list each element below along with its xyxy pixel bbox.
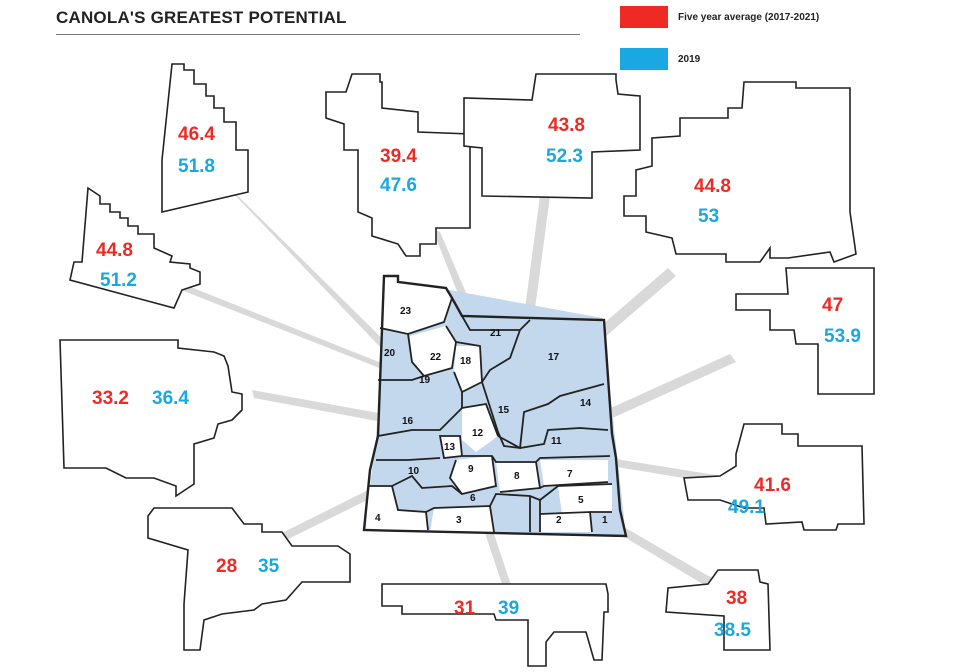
value-five-year-21: 43.8 (548, 115, 585, 136)
legend-label-2019: 2019 (678, 53, 701, 65)
region-outline-22 (69, 186, 201, 309)
beam-16 (252, 390, 384, 422)
beam-1 (606, 520, 722, 592)
title-divider (56, 34, 580, 35)
zone-boundaries (368, 297, 613, 533)
zone-label-2: 2 (556, 515, 562, 526)
beam-21 (524, 196, 550, 316)
value-five-year-14: 47 (822, 295, 843, 316)
value-five-year-1: 38 (726, 588, 747, 609)
region-outline-11 (683, 423, 865, 531)
value-five-year-22: 44.8 (96, 240, 133, 261)
region-outline-20 (161, 63, 249, 214)
zone-label-18: 18 (460, 356, 472, 367)
zone-label-22: 22 (430, 352, 442, 363)
zone-22-fill (410, 326, 456, 376)
value-2019-14: 53.9 (824, 326, 861, 347)
legend-label-five-year: Five year average (2017-2021) (678, 11, 820, 23)
zone-label-1: 1 (602, 515, 608, 526)
zone-label-21: 21 (490, 328, 502, 339)
region-outline-17 (623, 81, 857, 264)
value-2019-6: 39 (498, 598, 519, 619)
zone-label-6: 6 (470, 493, 476, 504)
callout-regions (59, 63, 875, 667)
region-outline-14 (735, 267, 875, 395)
region-outline-1 (665, 569, 771, 651)
zone-3-fill (430, 506, 494, 532)
zone-label-3: 3 (456, 515, 462, 526)
zone-label-9: 9 (468, 464, 474, 475)
value-2019-21: 52.3 (546, 146, 583, 167)
legend-swatch-blue (620, 48, 668, 70)
connector-beams (168, 192, 736, 592)
value-2019-11: 49.1 (728, 497, 765, 518)
beam-14 (602, 354, 736, 420)
zone-5-fill (558, 484, 612, 514)
region-outline-10 (147, 507, 351, 651)
value-five-year-20: 46.4 (178, 124, 215, 145)
zone-label-13: 13 (444, 442, 456, 453)
zone-label-7: 7 (567, 469, 573, 480)
value-five-year-10: 28 (216, 556, 237, 577)
beam-20 (232, 192, 412, 372)
zone-label-12: 12 (472, 428, 484, 439)
zone-label-8: 8 (514, 471, 520, 482)
beam-11 (584, 454, 722, 484)
value-2019-16: 36.4 (152, 388, 189, 409)
zone-2-fill (540, 512, 592, 532)
zone-12-fill (462, 404, 498, 452)
legend-swatch-red (620, 6, 668, 28)
value-five-year-11: 41.6 (754, 475, 791, 496)
callout-values: 46.4 51.8 39.4 47.6 43.8 52.3 44.8 53 44… (92, 115, 861, 641)
zone-7-fill (540, 460, 608, 486)
region-outline-21 (463, 73, 641, 199)
value-2019-22: 51.2 (100, 270, 137, 291)
zone-label-10: 10 (408, 466, 420, 477)
value-five-year-6: 31 (454, 598, 476, 619)
zone-13-fill (440, 436, 462, 458)
zone-label-15: 15 (498, 405, 510, 416)
zone-8-fill (496, 462, 540, 492)
value-2019-19: 47.6 (380, 175, 417, 196)
value-2019-17: 53 (698, 206, 719, 227)
zone-9-fill (450, 456, 496, 494)
zone-23-fill (380, 278, 452, 334)
zone-label-20: 20 (384, 348, 396, 359)
page-title: CANOLA'S GREATEST POTENTIAL (56, 8, 347, 27)
province-map: 1 2 3 4 5 6 7 8 9 10 11 12 13 14 15 16 1… (362, 274, 628, 538)
zone-label-23: 23 (400, 306, 412, 317)
province-outline (362, 274, 628, 538)
zone-label-5: 5 (578, 495, 584, 506)
zone-18-fill (454, 346, 482, 392)
legend-2019: 2019 (620, 48, 700, 70)
zone-label-19: 19 (419, 375, 431, 386)
zone-label-4: 4 (375, 513, 381, 524)
value-2019-10: 35 (258, 556, 280, 577)
legend-five-year: Five year average (2017-2021) (620, 6, 819, 28)
region-outline-19 (325, 73, 471, 257)
value-2019-20: 51.8 (178, 156, 215, 177)
value-five-year-17: 44.8 (694, 176, 731, 197)
region-outline-16 (59, 339, 243, 498)
zone-label-11: 11 (551, 436, 562, 447)
region-outline-6 (381, 583, 609, 667)
zone-label-14: 14 (580, 398, 592, 409)
value-five-year-19: 39.4 (380, 146, 417, 167)
zone-label-17: 17 (548, 352, 560, 363)
value-five-year-16: 33.2 (92, 388, 129, 409)
beam-22 (168, 278, 410, 380)
zone-label-16: 16 (402, 416, 414, 427)
value-2019-1: 38.5 (714, 620, 751, 641)
